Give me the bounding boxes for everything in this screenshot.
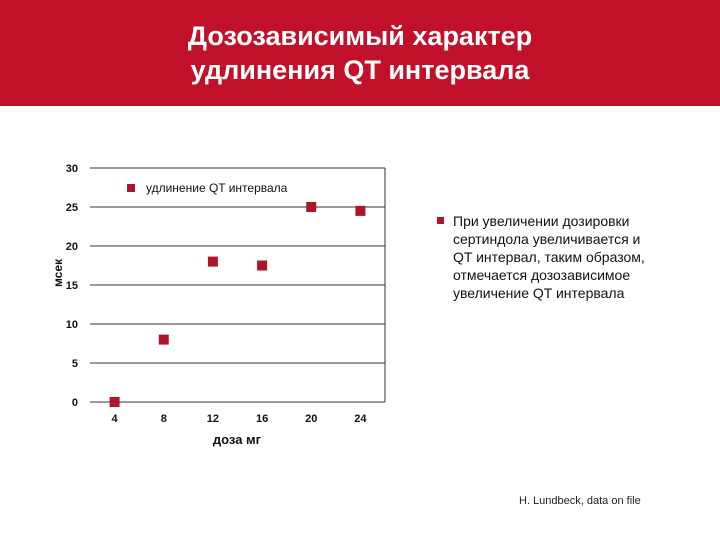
x-tick-label: 12: [207, 413, 219, 425]
scatter-chart: 0 5 10 15 20 25 30 4 8 12 16 20 24 удлинение QT инт…: [51, 163, 386, 447]
title-banner: Дозозависимый характер удлинения QT инте…: [0, 0, 720, 106]
x-tick-label: 16: [256, 413, 268, 425]
data-point: [306, 202, 317, 212]
data-point: [257, 260, 268, 271]
y-tick-label: 15: [66, 280, 78, 292]
y-tick-label: 5: [72, 358, 78, 370]
x-tick-label: 24: [354, 413, 367, 425]
legend-marker: [127, 184, 135, 192]
x-tick-label: 20: [305, 413, 317, 425]
y-tick-label: 0: [72, 397, 78, 409]
chart-gridlines: [90, 167, 386, 403]
y-axis-label: мсек: [51, 258, 65, 287]
x-tick-label: 4: [112, 413, 119, 425]
note-text: При увеличении дозировки сертиндола увел…: [453, 213, 645, 301]
data-point: [158, 334, 169, 345]
data-point: [109, 397, 120, 407]
legend-label: удлинение QT интервала: [146, 181, 288, 195]
y-tick-label: 25: [66, 202, 78, 214]
y-axis-ticks: 0 5 10 15 20 25 30: [66, 163, 78, 409]
x-axis-label: доза мг: [213, 432, 262, 447]
slide-title: Дозозависимый характер удлинения QT инте…: [187, 21, 533, 85]
x-tick-label: 8: [161, 413, 167, 425]
x-axis-ticks: 4 8 12 16 20 24: [112, 413, 368, 425]
y-tick-label: 30: [66, 163, 78, 175]
y-tick-label: 10: [66, 319, 78, 331]
data-points: [109, 202, 366, 407]
data-point: [355, 205, 366, 216]
data-point: [207, 256, 218, 267]
bullet-icon: [437, 217, 444, 224]
y-tick-label: 20: [66, 241, 78, 253]
source-citation: H. Lundbeck, data on file: [519, 495, 641, 507]
